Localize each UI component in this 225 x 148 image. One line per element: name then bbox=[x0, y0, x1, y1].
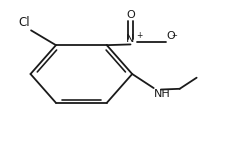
Text: O: O bbox=[126, 10, 134, 20]
Text: −: − bbox=[171, 33, 176, 39]
Text: NH: NH bbox=[154, 89, 170, 99]
Text: +: + bbox=[135, 31, 142, 40]
Text: Cl: Cl bbox=[18, 16, 30, 29]
Text: O: O bbox=[165, 32, 174, 41]
Text: N: N bbox=[126, 34, 134, 44]
